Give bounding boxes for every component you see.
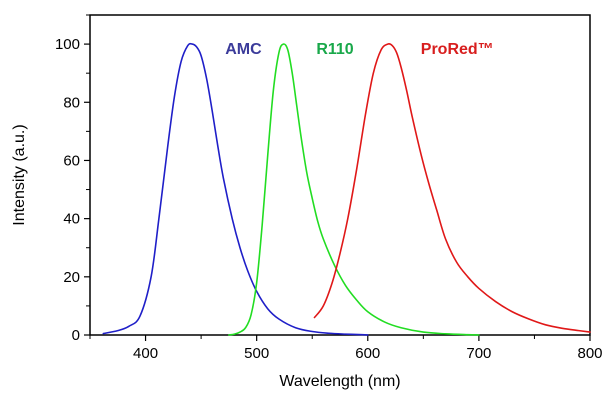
- series-lines: [102, 42, 591, 336]
- y-tick-label: 20: [63, 269, 80, 286]
- series-label-r110: R110: [316, 41, 353, 58]
- series-label-amc: AMC: [225, 41, 262, 58]
- series-line-prored: [313, 43, 591, 333]
- x-tick-label: 700: [466, 345, 491, 362]
- plot-frame: [89, 14, 591, 336]
- x-tick-label: 400: [133, 345, 158, 362]
- series-line-amc: [102, 42, 369, 336]
- x-tick-label: 500: [244, 345, 269, 362]
- series-line-r110: [228, 43, 480, 336]
- y-axis-title: Intensity (a.u.): [11, 124, 28, 225]
- y-tick-label: 80: [63, 94, 80, 111]
- x-axis-title: Wavelength (nm): [279, 373, 400, 390]
- y-tick-label: 100: [55, 36, 80, 53]
- x-tick-label: 800: [577, 345, 602, 362]
- x-tick-label: 600: [355, 345, 380, 362]
- y-tick-label: 60: [63, 152, 80, 169]
- series-label-prored: ProRed™: [421, 41, 494, 58]
- y-tick-label: 40: [63, 211, 80, 228]
- axes: 400 500 600 700 800 0 20 40 60 80 100: [55, 14, 603, 362]
- y-tick-label: 0: [72, 327, 80, 344]
- series-labels: AMC R110 ProRed™: [225, 41, 493, 58]
